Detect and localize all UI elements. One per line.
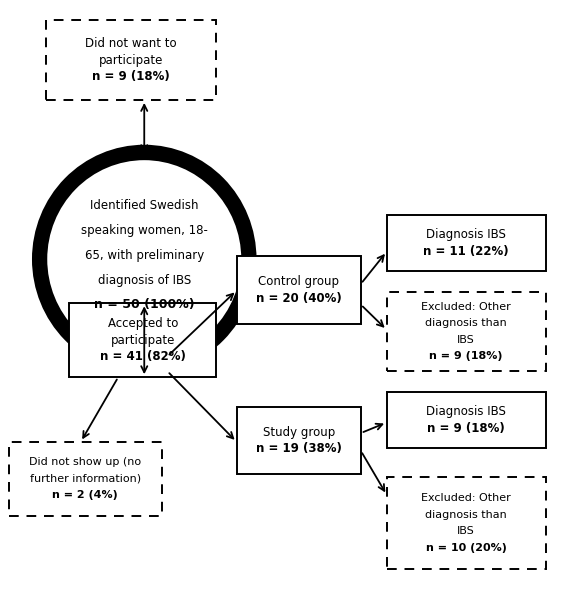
Text: n = 41 (82%): n = 41 (82%) [100, 350, 186, 363]
Text: IBS: IBS [457, 334, 475, 345]
FancyBboxPatch shape [387, 215, 546, 271]
Text: participate: participate [99, 54, 163, 67]
Text: diagnosis of IBS: diagnosis of IBS [97, 274, 191, 287]
Text: diagnosis than: diagnosis than [426, 510, 507, 519]
Text: speaking women, 18-: speaking women, 18- [81, 224, 208, 237]
Text: Excluded: Other: Excluded: Other [422, 302, 511, 312]
FancyBboxPatch shape [46, 20, 216, 100]
FancyBboxPatch shape [9, 442, 161, 516]
Text: Did not show up (no: Did not show up (no [29, 457, 141, 467]
Text: n = 2 (4%): n = 2 (4%) [52, 490, 118, 500]
Text: n = 9 (18%): n = 9 (18%) [427, 422, 505, 434]
Text: n = 19 (38%): n = 19 (38%) [256, 442, 342, 455]
Circle shape [47, 160, 241, 358]
FancyBboxPatch shape [387, 292, 546, 371]
Text: Study group: Study group [262, 425, 335, 439]
Text: participate: participate [111, 334, 175, 347]
Text: Identified Swedish: Identified Swedish [90, 199, 198, 212]
Text: 65, with preliminary: 65, with preliminary [85, 249, 204, 262]
Text: n = 9 (18%): n = 9 (18%) [92, 70, 170, 83]
FancyBboxPatch shape [237, 406, 361, 474]
Text: n = 9 (18%): n = 9 (18%) [430, 351, 503, 361]
FancyBboxPatch shape [387, 392, 546, 448]
FancyBboxPatch shape [69, 303, 216, 377]
Text: n = 10 (20%): n = 10 (20%) [426, 543, 507, 553]
Text: IBS: IBS [457, 526, 475, 536]
Text: Diagnosis IBS: Diagnosis IBS [426, 405, 506, 418]
Text: n = 50 (100%): n = 50 (100%) [94, 299, 195, 312]
Text: Control group: Control group [258, 275, 339, 289]
Text: Did not want to: Did not want to [86, 37, 177, 50]
Text: Excluded: Other: Excluded: Other [422, 493, 511, 503]
FancyBboxPatch shape [237, 256, 361, 324]
Text: further information): further information) [30, 474, 141, 484]
Text: diagnosis than: diagnosis than [426, 318, 507, 328]
Text: n = 11 (22%): n = 11 (22%) [423, 245, 509, 258]
Text: Diagnosis IBS: Diagnosis IBS [426, 228, 506, 241]
Text: n = 20 (40%): n = 20 (40%) [256, 292, 342, 305]
FancyBboxPatch shape [387, 477, 546, 569]
Text: Accepted to: Accepted to [108, 317, 178, 330]
